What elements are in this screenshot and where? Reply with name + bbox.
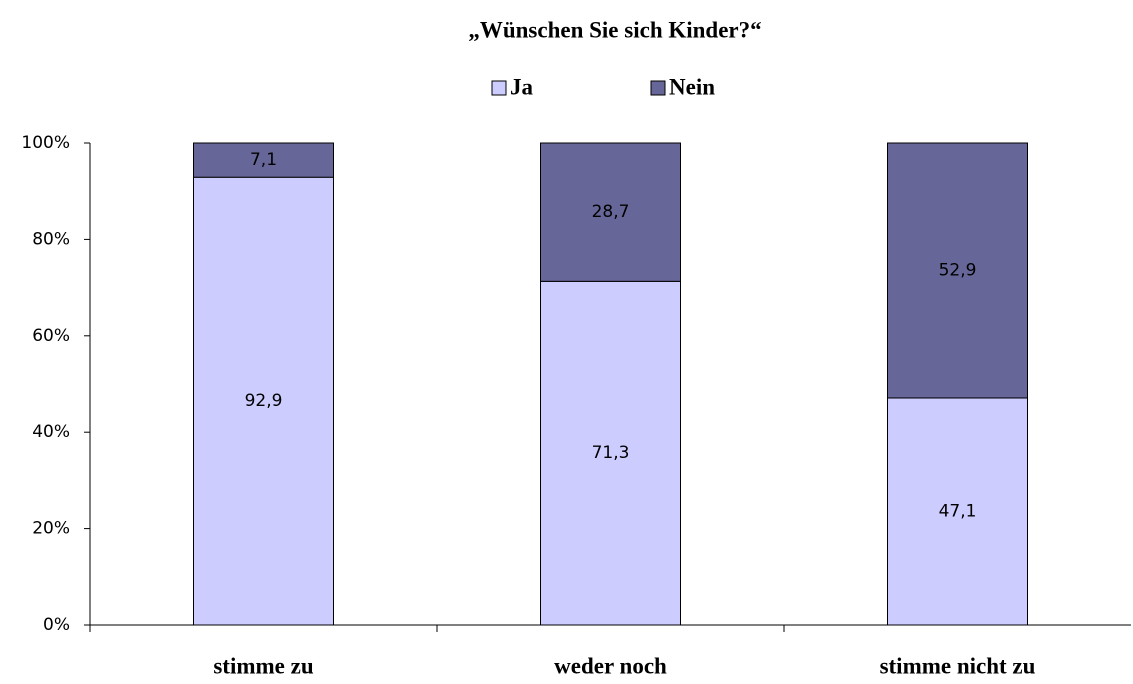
y-tick-label: 100%	[21, 133, 70, 153]
value-label: 28,7	[592, 202, 630, 222]
x-tick-label: stimme nicht zu	[880, 653, 1036, 678]
y-tick-label: 80%	[32, 229, 70, 249]
x-tick-label: stimme zu	[213, 653, 313, 678]
legend-label: Nein	[669, 74, 715, 99]
bar-segment	[193, 176, 334, 626]
x-tick-label: weder noch	[554, 653, 667, 678]
y-tick-label: 20%	[32, 519, 70, 539]
legend-label: Ja	[510, 74, 534, 99]
bar-segment	[193, 142, 334, 178]
value-label: 47,1	[939, 501, 977, 521]
legend-swatch	[650, 80, 666, 96]
y-tick-label: 60%	[32, 326, 70, 346]
bar-segment	[540, 142, 681, 282]
value-label: 7,1	[250, 150, 277, 170]
y-tick-label: 40%	[32, 422, 70, 442]
bar-segment	[887, 397, 1028, 626]
value-label: 92,9	[245, 391, 283, 411]
y-tick-label: 0%	[43, 615, 70, 635]
bar-segment	[540, 280, 681, 626]
bar-segment	[887, 142, 1028, 399]
chart-title: „Wünschen Sie sich Kinder?“	[468, 17, 761, 42]
legend-swatch	[491, 80, 507, 96]
value-label: 71,3	[592, 443, 630, 463]
value-label: 52,9	[939, 260, 977, 280]
